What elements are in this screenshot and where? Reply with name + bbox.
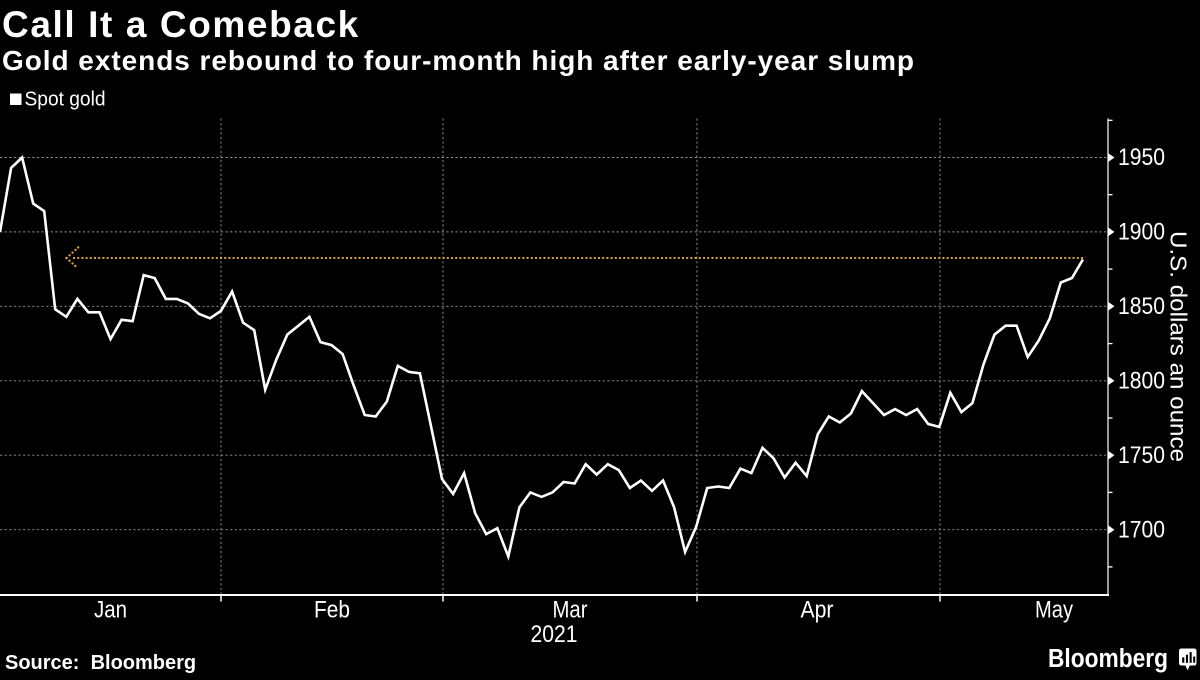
svg-text:Feb: Feb	[314, 596, 350, 623]
svg-text:Apr: Apr	[801, 596, 834, 623]
svg-text:Gold extends rebound to four-m: Gold extends rebound to four-month high …	[2, 45, 915, 76]
svg-text:1700: 1700	[1118, 516, 1165, 543]
svg-text:May: May	[1035, 596, 1073, 623]
svg-text:Call It a Comeback: Call It a Comeback	[2, 4, 360, 45]
svg-text:1900: 1900	[1118, 219, 1165, 246]
svg-text:Spot gold: Spot gold	[25, 89, 106, 111]
svg-text:U.S. dollars an ounce: U.S. dollars an ounce	[1166, 231, 1192, 462]
svg-text:1850: 1850	[1118, 293, 1165, 320]
svg-text:2021: 2021	[531, 621, 578, 648]
svg-text:1750: 1750	[1118, 442, 1165, 469]
svg-text:1950: 1950	[1118, 144, 1165, 171]
svg-text:1800: 1800	[1118, 368, 1165, 395]
svg-text:Bloomberg: Bloomberg	[1048, 645, 1168, 673]
svg-text:Mar: Mar	[553, 596, 588, 623]
svg-text:Jan: Jan	[94, 596, 127, 623]
svg-text:Source: Bloomberg: Source: Bloomberg	[5, 652, 196, 674]
